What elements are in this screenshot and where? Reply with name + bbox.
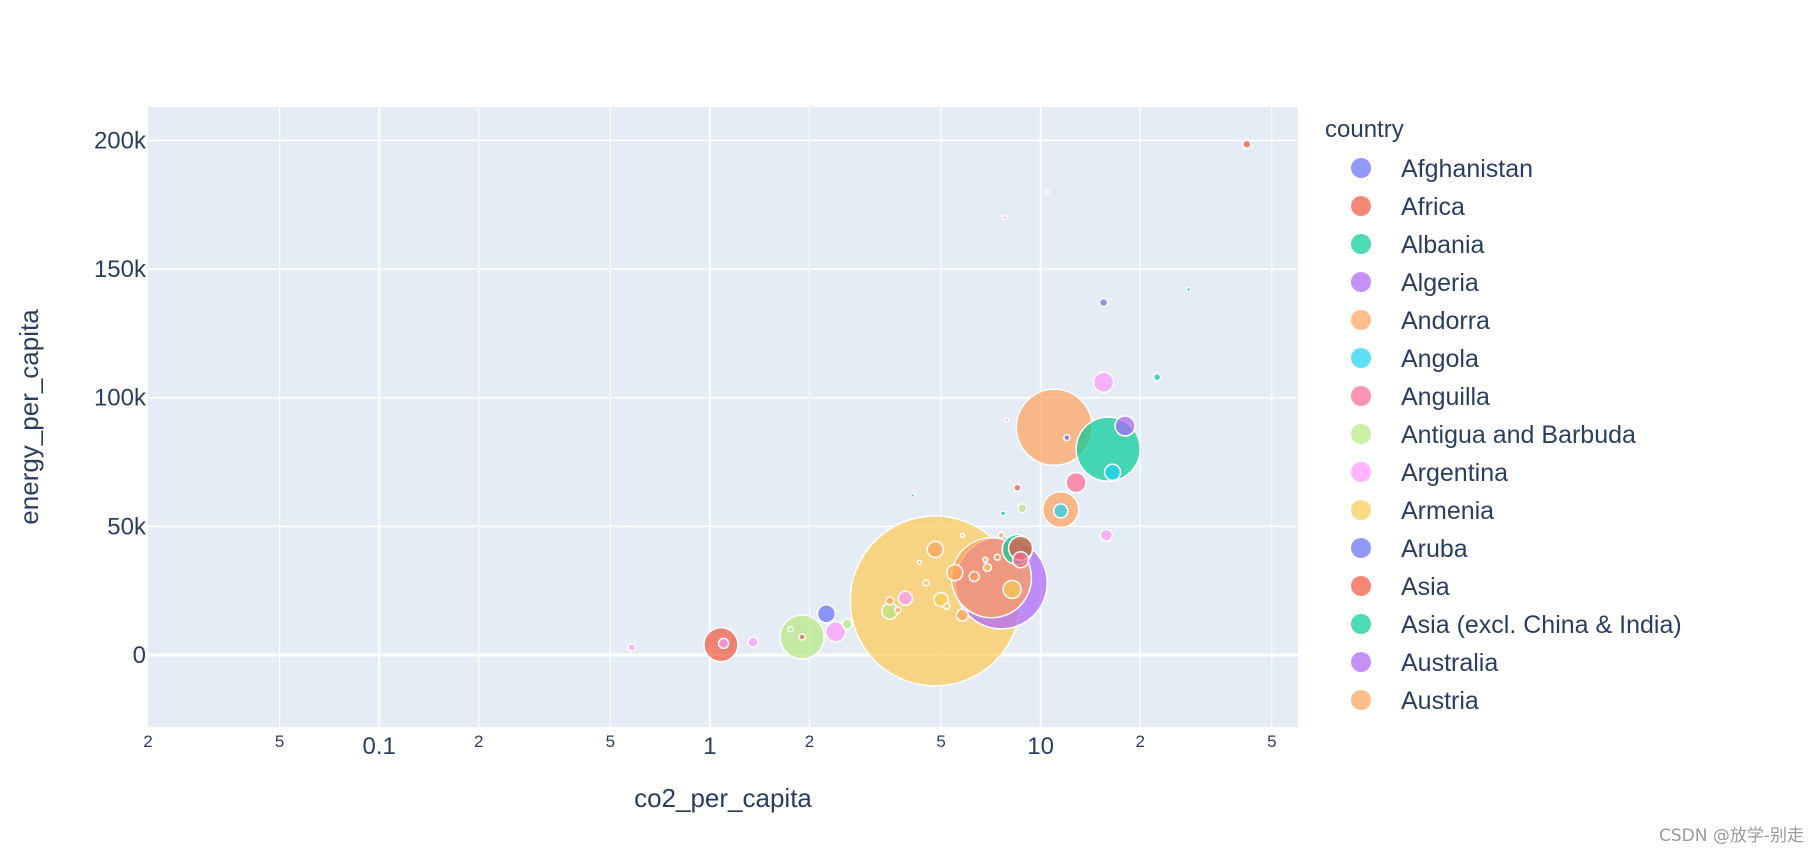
legend-marker[interactable] (1351, 386, 1371, 406)
legend-marker[interactable] (1351, 158, 1371, 178)
bubble-point[interactable] (1098, 297, 1109, 308)
legend-marker[interactable] (1351, 272, 1371, 292)
legend-marker[interactable] (1351, 348, 1371, 368)
y-tick-label: 0 (133, 642, 146, 669)
bubble-point[interactable] (1099, 528, 1114, 543)
legend-label[interactable]: Argentina (1401, 459, 1508, 487)
bubble-point[interactable] (968, 570, 981, 583)
bubble-point[interactable] (1017, 503, 1028, 514)
legend-label[interactable]: Anguilla (1401, 383, 1490, 411)
legend-title: country (1325, 116, 1404, 143)
x-tick-label: 2 (805, 732, 814, 751)
bubble-point[interactable] (1011, 551, 1030, 569)
legend-label[interactable]: Andorra (1401, 307, 1490, 335)
bubble-point[interactable] (787, 625, 794, 633)
legend-label[interactable]: Afghanistan (1401, 155, 1533, 183)
bubble-point[interactable] (946, 563, 964, 582)
bubble-point[interactable] (747, 636, 759, 648)
bubble-point[interactable] (816, 604, 837, 624)
bubble-point[interactable] (894, 606, 902, 614)
x-axis-tick-labels: 2 5 0.1 2 5 1 2 5 10 2 5 (143, 732, 1276, 760)
bubble-point[interactable] (959, 532, 966, 539)
legend-marker[interactable] (1351, 462, 1371, 482)
x-tick-label: 10 (1027, 733, 1054, 760)
bubble-point[interactable] (824, 621, 847, 643)
x-tick-label: 2 (474, 732, 483, 751)
bubble-point[interactable] (1045, 189, 1050, 195)
legend-label[interactable]: Austria (1401, 687, 1479, 715)
bubble-point[interactable] (841, 618, 853, 630)
y-tick-label: 150k (94, 256, 147, 283)
bubble-point[interactable] (798, 633, 806, 641)
bubble-point[interactable] (982, 562, 993, 573)
legend-marker[interactable] (1351, 424, 1371, 444)
watermark-text: CSDN @放学-别走 (1658, 826, 1804, 846)
bubble-point[interactable] (922, 579, 930, 587)
x-tick-label: 5 (606, 732, 615, 751)
y-tick-label: 200k (94, 127, 147, 154)
legend-label[interactable]: Asia (1401, 573, 1450, 601)
bubble-point[interactable] (955, 608, 970, 622)
legend-items: Afghanistan Africa Albania Algeria Andorra An… (1351, 155, 1682, 715)
bubble-point[interactable] (942, 602, 951, 610)
bubble-point[interactable] (993, 553, 1002, 561)
bubble-point[interactable] (997, 531, 1005, 540)
bubble-point[interactable] (717, 637, 730, 650)
bubble-point[interactable] (999, 510, 1007, 517)
legend-marker[interactable] (1351, 310, 1371, 330)
bubble-point[interactable] (926, 540, 944, 559)
legend-label[interactable]: Antigua and Barbuda (1401, 421, 1636, 449)
y-tick-label: 100k (94, 385, 147, 412)
bubble-point[interactable] (1002, 579, 1022, 600)
legend-marker[interactable] (1351, 614, 1371, 634)
x-tick-label: 5 (275, 732, 284, 751)
y-axis-title: energy_per_capita (14, 309, 44, 525)
legend: country AfghanistanAfricaAlbaniaAlgeriaA… (1325, 116, 1682, 715)
x-tick-label: 5 (1267, 732, 1276, 751)
legend-label[interactable]: Algeria (1401, 269, 1479, 297)
bubble-point[interactable] (1004, 416, 1010, 423)
bubble-point[interactable] (1114, 415, 1136, 437)
bubble-point[interactable] (627, 642, 636, 652)
x-axis-title: co2_per_capita (634, 783, 812, 813)
legend-label[interactable]: Albania (1401, 231, 1484, 259)
legend-label[interactable]: Aruba (1401, 535, 1468, 563)
bubble-point[interactable] (1002, 214, 1008, 221)
bubble-point[interactable] (885, 596, 895, 606)
legend-marker[interactable] (1351, 690, 1371, 710)
legend-label[interactable]: Asia (excl. China & India) (1401, 611, 1682, 639)
bubble-point[interactable] (909, 492, 916, 499)
legend-marker[interactable] (1351, 652, 1371, 672)
legend-marker[interactable] (1351, 500, 1371, 520)
bubble-point[interactable] (1092, 371, 1115, 394)
legend-label[interactable]: Armenia (1401, 497, 1494, 525)
bubble-point[interactable] (916, 559, 923, 566)
data-points (627, 139, 1252, 687)
legend-marker[interactable] (1351, 234, 1371, 254)
bubble-point[interactable] (1103, 463, 1122, 482)
bubble-point[interactable] (1152, 372, 1162, 382)
x-tick-label: 5 (936, 732, 945, 751)
legend-marker[interactable] (1351, 538, 1371, 558)
bubble-point[interactable] (1185, 286, 1192, 293)
x-tick-label: 1 (703, 733, 716, 760)
legend-marker[interactable] (1351, 576, 1371, 596)
bubble-point[interactable] (1013, 483, 1022, 492)
y-axis-tick-labels: 0 50k 100k 150k 200k (94, 127, 147, 669)
legend-marker[interactable] (1351, 196, 1371, 216)
bubble-point[interactable] (897, 590, 914, 607)
bubble-point[interactable] (1065, 471, 1087, 494)
bubble-point[interactable] (1052, 503, 1069, 519)
x-tick-label: 0.1 (362, 733, 395, 760)
legend-label[interactable]: Africa (1401, 193, 1465, 221)
legend-label[interactable]: Angola (1401, 345, 1479, 373)
y-tick-label: 50k (107, 513, 147, 540)
x-tick-label: 2 (1135, 732, 1144, 751)
bubble-point[interactable] (1242, 139, 1252, 150)
x-tick-label: 2 (143, 732, 152, 751)
bubble-point[interactable] (1063, 433, 1071, 442)
bubble-point[interactable] (981, 556, 989, 564)
legend-label[interactable]: Australia (1401, 649, 1498, 677)
